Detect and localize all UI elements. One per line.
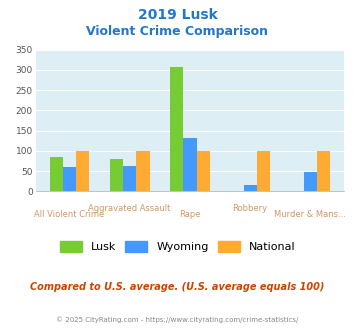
Bar <box>110 159 123 191</box>
Bar <box>136 151 149 191</box>
Legend: Lusk, Wyoming, National: Lusk, Wyoming, National <box>55 237 300 257</box>
Text: Murder & Mans...: Murder & Mans... <box>274 211 346 219</box>
Bar <box>304 172 317 191</box>
Bar <box>244 185 257 191</box>
Bar <box>317 151 330 191</box>
Bar <box>50 157 63 191</box>
Text: 2019 Lusk: 2019 Lusk <box>138 8 217 22</box>
Text: Violent Crime Comparison: Violent Crime Comparison <box>87 25 268 38</box>
Bar <box>183 138 197 191</box>
Text: © 2025 CityRating.com - https://www.cityrating.com/crime-statistics/: © 2025 CityRating.com - https://www.city… <box>56 317 299 323</box>
Text: Robbery: Robbery <box>233 204 268 213</box>
Bar <box>257 151 270 191</box>
Bar <box>76 151 89 191</box>
Bar <box>63 167 76 191</box>
Text: Aggravated Assault: Aggravated Assault <box>88 204 171 213</box>
Bar <box>197 151 210 191</box>
Bar <box>123 166 136 191</box>
Text: All Violent Crime: All Violent Crime <box>34 211 104 219</box>
Text: Rape: Rape <box>179 211 201 219</box>
Text: Compared to U.S. average. (U.S. average equals 100): Compared to U.S. average. (U.S. average … <box>30 282 325 292</box>
Bar <box>170 67 183 191</box>
